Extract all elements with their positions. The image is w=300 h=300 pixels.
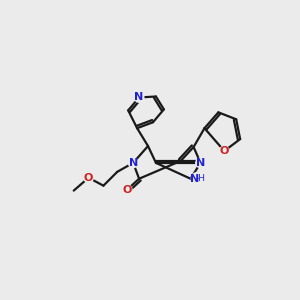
Text: N: N [134,92,144,103]
Circle shape [83,172,94,183]
Circle shape [128,158,139,168]
Circle shape [219,146,230,156]
Circle shape [195,158,206,168]
Circle shape [122,184,133,195]
Text: O: O [122,184,132,195]
Text: -H: -H [196,174,206,183]
Text: O: O [220,146,229,156]
Circle shape [134,92,145,103]
Text: N: N [128,158,138,168]
Circle shape [190,172,205,186]
Text: O: O [84,173,93,183]
Text: N: N [196,158,205,168]
Text: N: N [190,174,199,184]
